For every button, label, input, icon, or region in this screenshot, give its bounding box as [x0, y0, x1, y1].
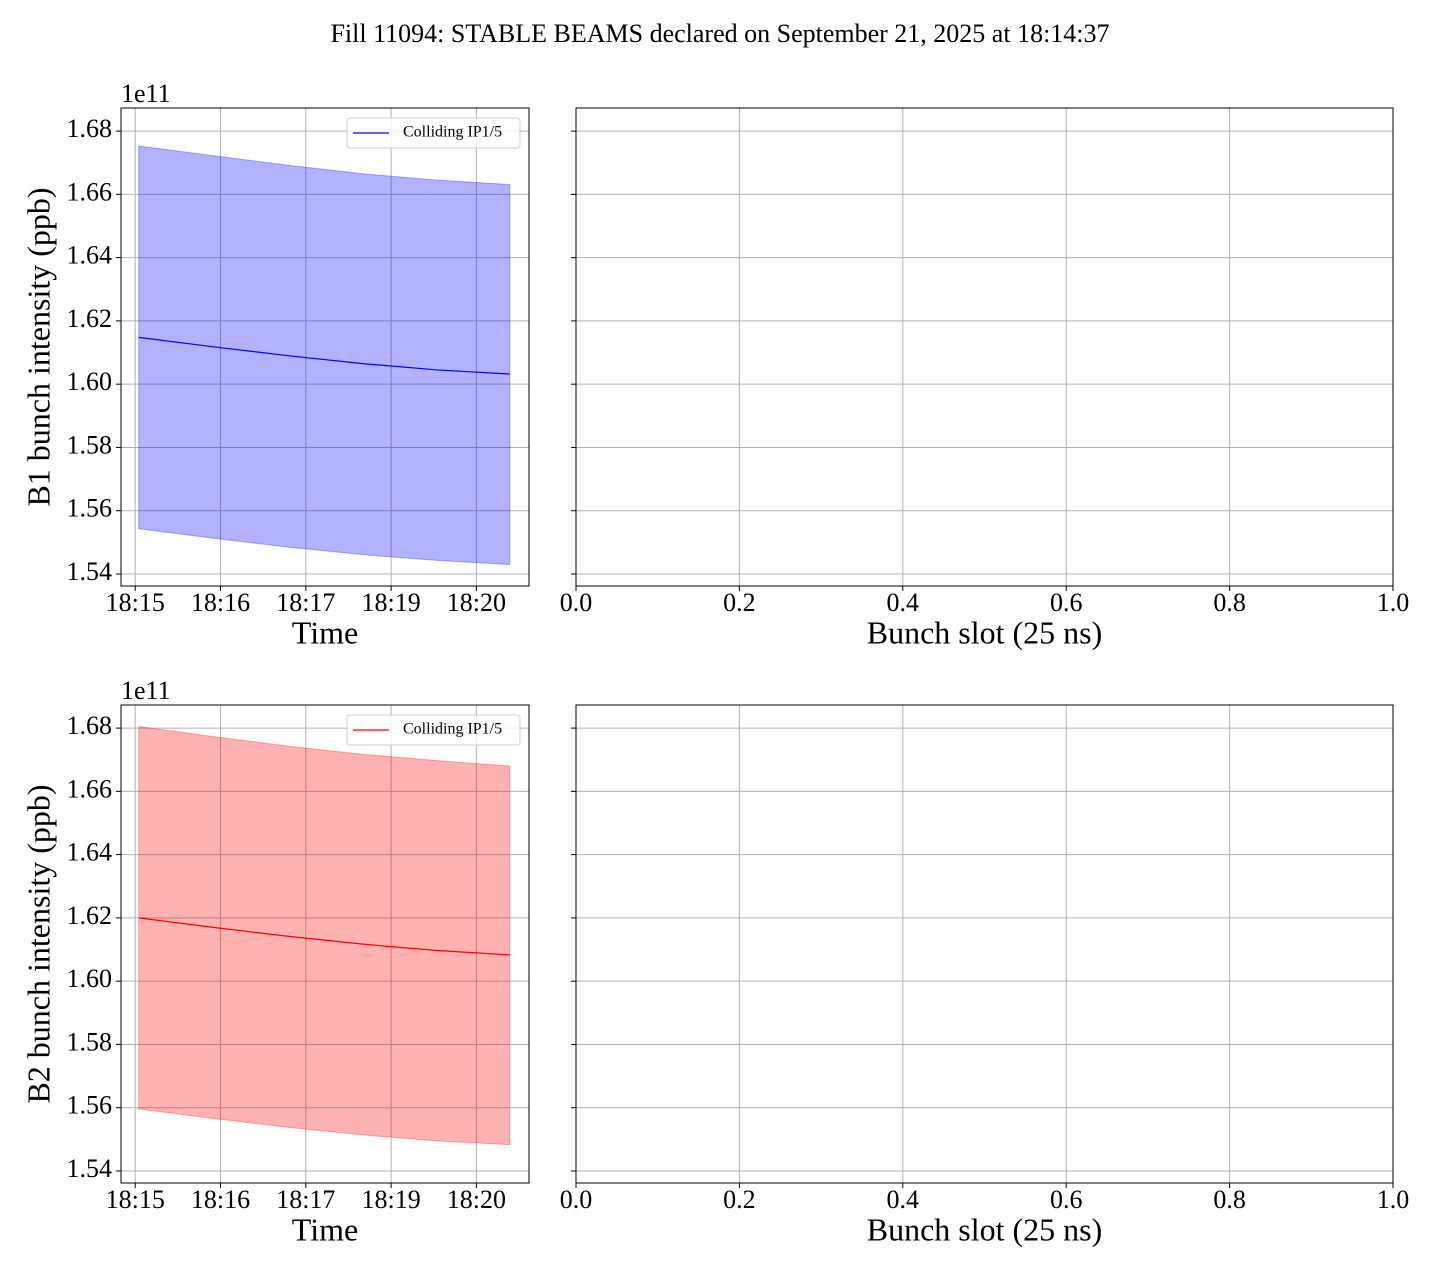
x-tick-label: 0.8	[1213, 1185, 1246, 1214]
x-tick-label: 18:17	[276, 588, 335, 617]
x-tick-label: 18:19	[361, 588, 420, 617]
x-tick-label: 0.4	[887, 588, 920, 617]
x-tick-label: 1.0	[1377, 1185, 1410, 1214]
x-tick-label: 0.6	[1050, 1185, 1083, 1214]
axes-frame	[120, 107, 530, 587]
y-tick-label: 1.68	[67, 114, 113, 143]
x-tick-label: 1.0	[1377, 588, 1410, 617]
y-tick-label: 1.62	[67, 304, 113, 333]
x-tick-label: 18:20	[447, 1185, 506, 1214]
figure-title: Fill 11094: STABLE BEAMS declared on Sep…	[330, 19, 1109, 48]
x-tick-label: 0.6	[1050, 588, 1083, 617]
band-area	[138, 725, 511, 1146]
x-tick-label: 18:15	[106, 1185, 165, 1214]
y-tick-label: 1.60	[67, 367, 113, 396]
offset-label: 1e11	[121, 676, 171, 705]
legend-box	[346, 714, 521, 746]
legend-label: Colliding IP1/5	[403, 721, 502, 738]
axes-frame	[575, 704, 1394, 1184]
y-tick-label: 1.62	[67, 901, 113, 930]
x-axis-label: Time	[292, 1211, 358, 1247]
x-tick-label: 0.4	[887, 1185, 920, 1214]
y-tick-label: 1.66	[67, 177, 113, 206]
x-tick-label: 18:17	[276, 1185, 335, 1214]
y-tick-label: 1.64	[67, 838, 113, 867]
x-tick-label: 18:16	[191, 588, 250, 617]
y-tick-label: 1.66	[67, 774, 113, 803]
x-tick-label: 18:19	[361, 1185, 420, 1214]
x-axis-label: Time	[292, 614, 358, 650]
y-axis-label: B2 bunch intensity (ppb)	[20, 784, 56, 1103]
y-tick-label: 1.54	[67, 1154, 113, 1183]
x-tick-label: 0.2	[723, 1185, 756, 1214]
axes-frame	[575, 107, 1394, 587]
y-tick-label: 1.56	[67, 494, 113, 523]
y-tick-label: 1.54	[67, 557, 113, 586]
y-tick-label: 1.58	[67, 1027, 113, 1056]
legend-label: Colliding IP1/5	[403, 124, 502, 141]
y-tick-label: 1.64	[67, 241, 113, 270]
line	[138, 336, 510, 375]
axes-frame	[120, 704, 530, 1184]
band-area	[138, 145, 511, 566]
x-tick-label: 0.0	[560, 588, 593, 617]
legend-box	[346, 117, 521, 149]
x-axis-label: Bunch slot (25 ns)	[867, 1211, 1103, 1247]
x-tick-label: 18:15	[106, 588, 165, 617]
y-tick-label: 1.68	[67, 711, 113, 740]
offset-label: 1e11	[121, 79, 171, 108]
x-axis-label: Bunch slot (25 ns)	[867, 614, 1103, 650]
x-tick-label: 0.2	[723, 588, 756, 617]
x-tick-label: 0.0	[560, 1185, 593, 1214]
x-tick-label: 18:16	[191, 1185, 250, 1214]
y-axis-label: B1 bunch intensity (ppb)	[20, 187, 56, 506]
y-tick-label: 1.60	[67, 964, 113, 993]
x-tick-label: 0.8	[1213, 588, 1246, 617]
y-tick-label: 1.58	[67, 430, 113, 459]
y-tick-label: 1.56	[67, 1091, 113, 1120]
x-tick-label: 18:20	[447, 588, 506, 617]
line	[138, 917, 510, 956]
